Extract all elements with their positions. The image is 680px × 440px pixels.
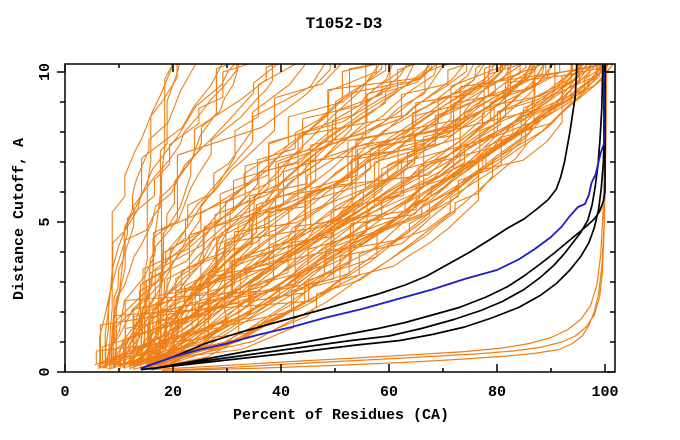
model-curve-orange: [111, 64, 277, 365]
model-curve-orange: [159, 64, 499, 368]
model-curve-orange: [151, 64, 391, 368]
model-curve-orange: [150, 64, 545, 366]
model-curve-orange: [162, 64, 502, 370]
plot-frame: [64, 63, 616, 373]
best-orange-model-curve-1: [162, 64, 608, 372]
model-curve-orange: [98, 64, 556, 365]
y-tick-label: 0: [37, 367, 54, 376]
x-axis-title: Percent of Residues (CA): [233, 407, 449, 424]
best-orange-model-curve-2: [151, 64, 607, 371]
model-curve-orange: [99, 64, 250, 368]
highlight-model-curve-1: [145, 64, 578, 368]
model-curve-orange: [114, 64, 475, 367]
model-curve-orange: [148, 64, 394, 369]
chart-title: T1052-D3: [306, 15, 383, 33]
model-curve-orange: [143, 64, 485, 370]
model-curve-orange: [141, 64, 572, 369]
model-curve-orange: [133, 64, 607, 369]
model-curve-orange: [155, 64, 173, 367]
curves-layer: [94, 64, 614, 372]
highlight-model-curve-4: [140, 64, 606, 371]
model-curve-orange: [94, 64, 582, 366]
axes-frame-layer: 0 20 40 60 80 100 0 5 10: [37, 63, 619, 401]
highlight-model-curve-3: [148, 64, 604, 370]
best-orange-model-curve-3: [172, 64, 607, 372]
y-tick-label: 10: [37, 63, 54, 81]
x-tick-label: 0: [60, 384, 69, 401]
model-curve-orange: [160, 64, 367, 365]
model-curve-orange: [146, 64, 502, 369]
model-curve-orange: [114, 64, 284, 367]
x-tick-label: 20: [164, 384, 182, 401]
model-curve-orange: [98, 64, 599, 369]
model-curve-orange: [154, 64, 230, 367]
model-curve-orange: [129, 64, 603, 365]
model-curve-orange: [105, 64, 236, 369]
x-tick-label: 80: [488, 384, 506, 401]
reference-model-curve: [140, 64, 606, 370]
model-curve-orange: [132, 64, 508, 367]
y-axis-title: Distance Cutoff, A: [11, 138, 28, 300]
model-curve-orange: [148, 64, 491, 364]
model-curve-orange: [132, 64, 605, 370]
model-curve-orange: [154, 64, 511, 365]
x-tick-label: 60: [380, 384, 398, 401]
model-curve-orange: [162, 64, 579, 369]
y-tick-label: 5: [37, 217, 54, 226]
model-curve-orange: [106, 64, 465, 365]
model-curve-orange: [159, 64, 297, 366]
model-curve-orange: [110, 64, 238, 368]
model-curve-orange: [134, 64, 496, 366]
model-curve-orange: [145, 64, 376, 369]
model-curve-orange: [112, 64, 588, 365]
model-curve-orange: [106, 64, 175, 369]
model-curve-orange: [118, 64, 430, 367]
model-curve-orange: [103, 64, 417, 369]
model-curve-orange: [123, 64, 574, 369]
x-tick-label: 100: [591, 384, 618, 401]
model-curve-orange: [95, 64, 613, 364]
model-curve-orange: [157, 64, 523, 369]
x-tick-label: 40: [272, 384, 290, 401]
model-curve-orange: [133, 64, 614, 366]
